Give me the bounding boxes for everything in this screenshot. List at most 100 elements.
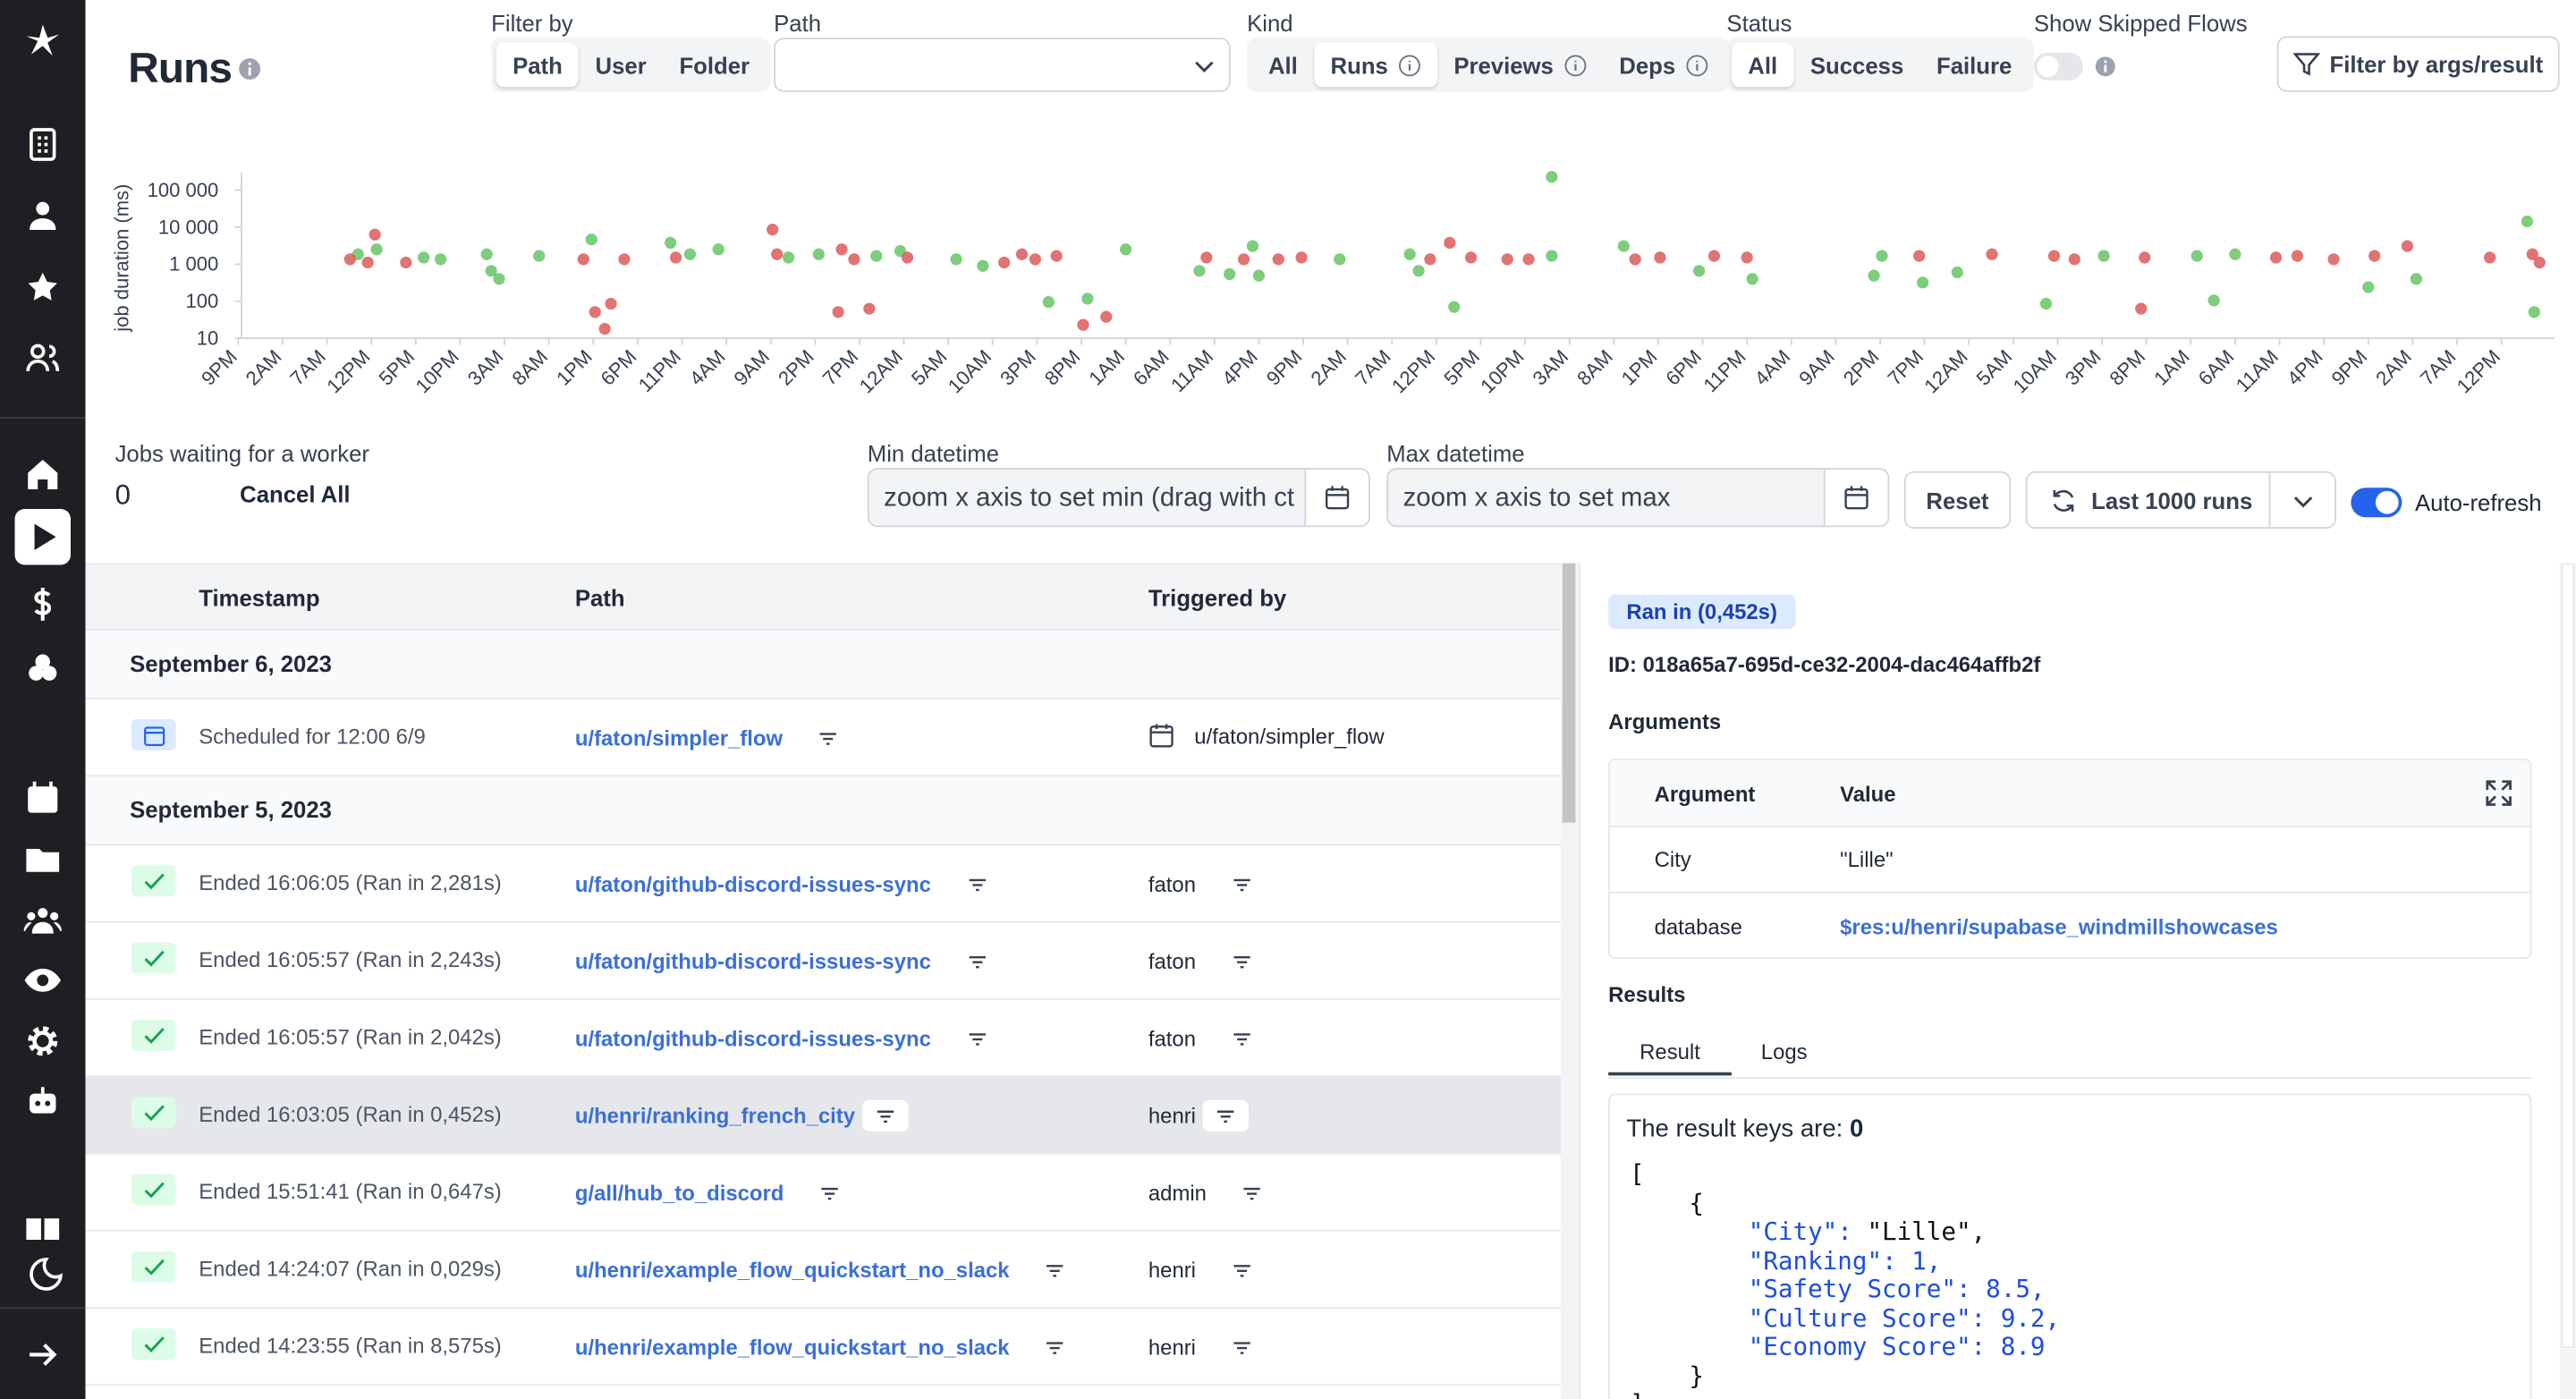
eye-icon[interactable] [23,961,63,1000]
filter-user-button[interactable] [1219,869,1265,900]
run-point[interactable] [2410,273,2422,285]
toggle-option[interactable]: Runs [1314,42,1437,88]
run-point[interactable] [1334,253,1346,266]
run-point[interactable] [1501,253,1513,266]
expand-icon[interactable] [2484,778,2513,808]
run-point[interactable] [2190,250,2203,262]
run-point[interactable] [598,322,611,335]
run-point[interactable] [2327,253,2340,266]
run-point[interactable] [669,251,682,264]
run-point[interactable] [2521,215,2533,228]
run-point[interactable] [977,259,989,272]
run-point[interactable] [1444,236,1456,250]
run-point[interactable] [1252,269,1266,282]
run-point[interactable] [1741,251,1753,264]
toggle-option[interactable]: All [1267,51,1298,79]
logo[interactable] [23,21,63,61]
filter-path-button[interactable] [806,723,852,754]
path-link[interactable]: u/henri/example_flow_quickstart_no_slack [574,1258,1010,1283]
active-runs-icon[interactable] [14,509,71,565]
filter-args-button[interactable]: Filter by args/result [2276,36,2560,92]
run-point[interactable] [418,251,430,264]
auto-refresh-toggle[interactable] [2351,488,2402,518]
folder-icon[interactable] [23,839,63,878]
expand-icon[interactable] [23,1335,63,1374]
path-select[interactable] [774,38,1231,92]
run-point[interactable] [901,251,914,264]
run-point[interactable] [400,256,412,269]
run-point[interactable] [1193,265,1206,277]
run-point[interactable] [863,302,876,315]
theme-icon[interactable] [23,1254,63,1293]
run-point[interactable] [1986,248,1998,260]
path-link[interactable]: g/all/hub_to_discord [574,1180,784,1206]
path-link[interactable]: u/henri/example_flow_quickstart_no_slack [574,1335,1010,1360]
run-point[interactable] [533,250,546,262]
run-point[interactable] [870,250,883,262]
run-point[interactable] [1448,301,1461,313]
path-link[interactable]: u/henri/ranking_french_city [574,1103,856,1129]
info-icon[interactable] [238,57,261,81]
run-point[interactable] [1746,273,1758,285]
job-row[interactable]: Ended 15:51:41 (Ran in 0,647s) g/all/hub_… [85,1154,1561,1232]
run-point[interactable] [2139,251,2151,264]
job-row[interactable]: Ended 16:05:57 (Ran in 2,042s) u/faton/gi… [85,999,1561,1078]
path-link[interactable]: u/faton/github-discord-issues-sync [574,871,931,897]
run-point[interactable] [1522,253,1535,266]
job-row[interactable]: Scheduled for 12:00 6/9 u/faton/simpler_f… [85,699,1561,777]
run-point[interactable] [767,224,779,236]
skipped-toggle[interactable] [2033,52,2083,81]
path-link[interactable]: u/faton/github-discord-issues-sync [574,1026,931,1051]
run-point[interactable] [485,265,497,277]
schedule-icon[interactable] [23,778,63,818]
info-icon[interactable] [2095,55,2116,77]
star-icon[interactable] [23,267,63,307]
bot-icon[interactable] [23,1082,63,1122]
calendar-button[interactable] [1304,470,1369,526]
run-point[interactable] [1692,265,1706,277]
run-point[interactable] [950,253,962,266]
run-point[interactable] [1629,253,1641,266]
run-point[interactable] [2207,294,2220,307]
run-point[interactable] [2368,250,2381,262]
run-point[interactable] [434,253,447,266]
run-point[interactable] [2229,248,2241,260]
run-point[interactable] [2097,250,2110,262]
filter-user-button[interactable] [1219,1254,1265,1285]
run-point[interactable] [1050,250,1063,262]
run-point[interactable] [1015,248,1029,260]
resources-icon[interactable] [23,650,63,690]
run-point[interactable] [369,228,381,241]
run-point[interactable] [1868,269,1880,282]
dollar-icon[interactable] [23,585,63,624]
run-point[interactable] [712,243,724,256]
run-point[interactable] [589,306,601,318]
run-point[interactable] [812,248,825,260]
run-point[interactable] [1412,265,1425,277]
run-point[interactable] [585,233,597,246]
run-point[interactable] [1029,253,1041,266]
scrollbar[interactable] [1560,563,1580,1399]
groups-icon[interactable] [23,338,63,377]
run-point[interactable] [1951,266,1963,279]
run-point[interactable] [1272,253,1284,266]
run-point[interactable] [1917,276,1929,289]
run-point[interactable] [1546,171,1558,183]
run-point[interactable] [1224,267,1236,281]
run-point[interactable] [370,243,383,256]
filter-user-button[interactable] [1230,1177,1275,1208]
filter-user-button[interactable] [1219,945,1265,977]
run-point[interactable] [664,236,677,250]
filter-user-button[interactable] [1219,1332,1265,1363]
run-point[interactable] [2528,306,2540,318]
calendar-button[interactable] [1823,470,1888,526]
run-point[interactable] [1100,310,1113,323]
filter-path-button[interactable] [1032,1254,1078,1285]
toggle-option[interactable]: All [1731,42,1794,88]
run-point[interactable] [1119,243,1132,256]
toggle-option[interactable]: Previews [1437,43,1603,88]
run-point[interactable] [1042,296,1055,309]
job-row[interactable]: Ended 16:06:05 (Ran in 2,281s) u/faton/gi… [85,845,1561,923]
run-point[interactable] [2533,256,2546,269]
run-point[interactable] [2291,250,2303,262]
